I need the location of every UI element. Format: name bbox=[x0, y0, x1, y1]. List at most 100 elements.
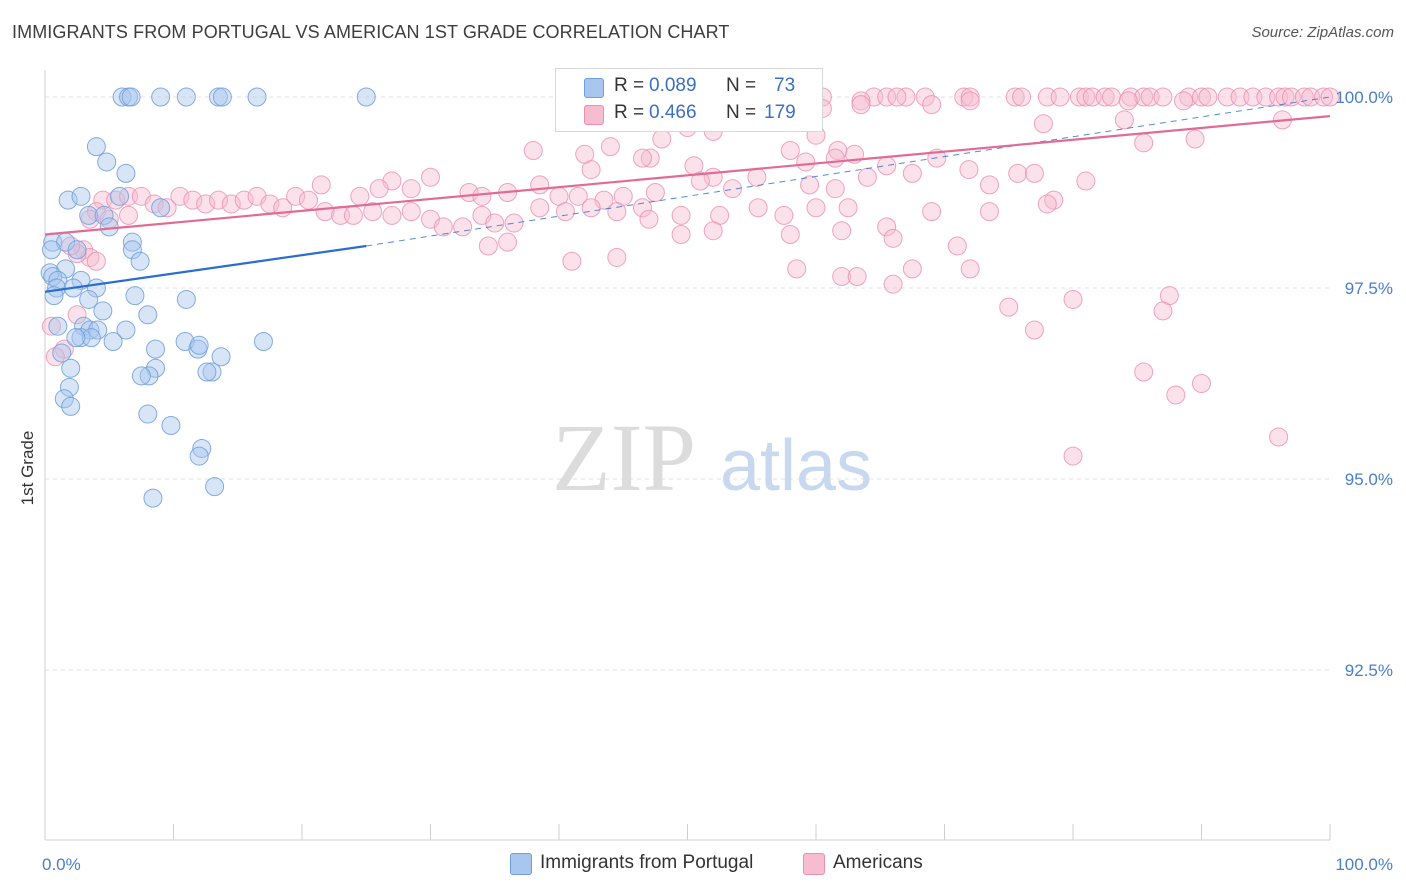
point-americans bbox=[838, 198, 858, 218]
point-portugal bbox=[79, 289, 99, 309]
point-americans bbox=[633, 198, 653, 218]
point-americans bbox=[902, 259, 922, 279]
point-portugal bbox=[161, 416, 181, 436]
point-americans bbox=[748, 198, 768, 218]
point-americans bbox=[363, 202, 383, 222]
point-americans bbox=[433, 217, 453, 237]
point-americans bbox=[1024, 163, 1044, 183]
point-americans bbox=[922, 95, 942, 115]
bottom-legend: Immigrants from Portugal Americans bbox=[0, 852, 1406, 878]
point-americans bbox=[1012, 87, 1032, 107]
point-americans bbox=[208, 190, 228, 210]
point-americans bbox=[453, 217, 473, 237]
point-americans bbox=[1166, 385, 1186, 405]
source-label: Source: ZipAtlas.com bbox=[1251, 24, 1394, 41]
point-americans bbox=[1185, 129, 1205, 149]
point-americans bbox=[922, 202, 942, 222]
point-americans bbox=[877, 217, 897, 237]
x-tick-labels: 0.0% 100.0% bbox=[42, 855, 1393, 874]
point-americans bbox=[1314, 87, 1334, 107]
point-americans bbox=[639, 209, 659, 229]
point-portugal bbox=[192, 438, 212, 458]
point-americans bbox=[311, 175, 331, 195]
trend-line-portugal-extension bbox=[366, 96, 1331, 247]
point-americans bbox=[883, 228, 903, 248]
point-americans bbox=[1095, 87, 1115, 107]
point-americans bbox=[1134, 133, 1154, 153]
point-americans bbox=[607, 247, 627, 267]
point-americans bbox=[999, 297, 1019, 317]
point-portugal bbox=[176, 87, 196, 107]
watermark-atlas: atlas bbox=[720, 426, 872, 506]
point-americans bbox=[652, 129, 672, 149]
bottom-legend-swatch-pink bbox=[803, 853, 825, 875]
point-americans bbox=[1076, 87, 1096, 107]
point-portugal bbox=[58, 190, 78, 210]
point-americans bbox=[787, 259, 807, 279]
point-americans bbox=[1008, 163, 1028, 183]
point-americans bbox=[1192, 374, 1211, 393]
point-portugal bbox=[61, 358, 81, 378]
point-americans bbox=[825, 179, 845, 199]
point-americans bbox=[847, 267, 867, 287]
point-americans bbox=[1037, 194, 1057, 214]
point-americans bbox=[887, 87, 907, 107]
point-portugal bbox=[71, 186, 91, 206]
point-americans bbox=[1118, 91, 1138, 111]
point-portugal bbox=[151, 87, 171, 107]
point-americans bbox=[1134, 87, 1154, 107]
point-americans bbox=[800, 175, 820, 195]
point-americans bbox=[555, 202, 575, 222]
point-portugal bbox=[93, 301, 113, 321]
y-tick-label: 92.5% bbox=[1345, 661, 1393, 680]
point-americans bbox=[780, 225, 800, 245]
point-americans bbox=[170, 186, 190, 206]
point-portugal bbox=[253, 331, 273, 351]
point-americans bbox=[1063, 446, 1083, 466]
legend-n-value: 73 bbox=[774, 75, 796, 96]
legend-n-value: 179 bbox=[764, 102, 796, 123]
point-portugal bbox=[121, 87, 141, 107]
bottom-legend-label-portugal: Immigrants from Portugal bbox=[540, 852, 754, 873]
trend-lines bbox=[44, 96, 1331, 293]
point-americans bbox=[979, 202, 999, 222]
point-americans bbox=[568, 186, 588, 206]
point-portugal bbox=[97, 152, 117, 172]
point-americans bbox=[1102, 87, 1122, 107]
point-americans bbox=[1114, 110, 1134, 130]
y-tick-label: 97.5% bbox=[1345, 279, 1393, 298]
point-americans bbox=[498, 232, 518, 252]
point-americans bbox=[671, 205, 691, 225]
point-portugal bbox=[202, 362, 222, 382]
point-americans bbox=[690, 171, 710, 191]
point-portugal bbox=[66, 328, 86, 348]
point-americans bbox=[1063, 289, 1083, 309]
point-portugal bbox=[130, 251, 150, 271]
point-portugal bbox=[86, 137, 106, 157]
y-axis-label: 1st Grade bbox=[18, 431, 37, 506]
point-americans bbox=[1269, 427, 1289, 447]
point-portugal bbox=[189, 446, 209, 466]
point-americans bbox=[343, 205, 363, 225]
point-americans bbox=[478, 236, 498, 256]
point-americans bbox=[774, 205, 794, 225]
point-americans bbox=[1134, 362, 1154, 382]
point-americans bbox=[780, 140, 800, 160]
y-tick-labels: 100.0% 97.5% 95.0% 92.5% bbox=[1335, 88, 1393, 680]
legend-n-label: N = bbox=[726, 75, 757, 96]
point-americans bbox=[832, 221, 852, 241]
point-americans bbox=[1076, 171, 1096, 191]
point-americans bbox=[1192, 87, 1211, 107]
point-americans bbox=[877, 87, 897, 107]
point-americans bbox=[857, 167, 877, 187]
point-portugal bbox=[151, 198, 171, 218]
point-americans bbox=[298, 190, 318, 210]
point-portugal bbox=[176, 289, 196, 309]
point-portugal bbox=[94, 205, 114, 225]
point-americans bbox=[581, 198, 601, 218]
point-americans bbox=[1005, 87, 1025, 107]
point-portugal bbox=[122, 240, 142, 260]
bottom-legend-swatch-blue bbox=[510, 853, 532, 875]
point-portugal bbox=[189, 335, 209, 355]
